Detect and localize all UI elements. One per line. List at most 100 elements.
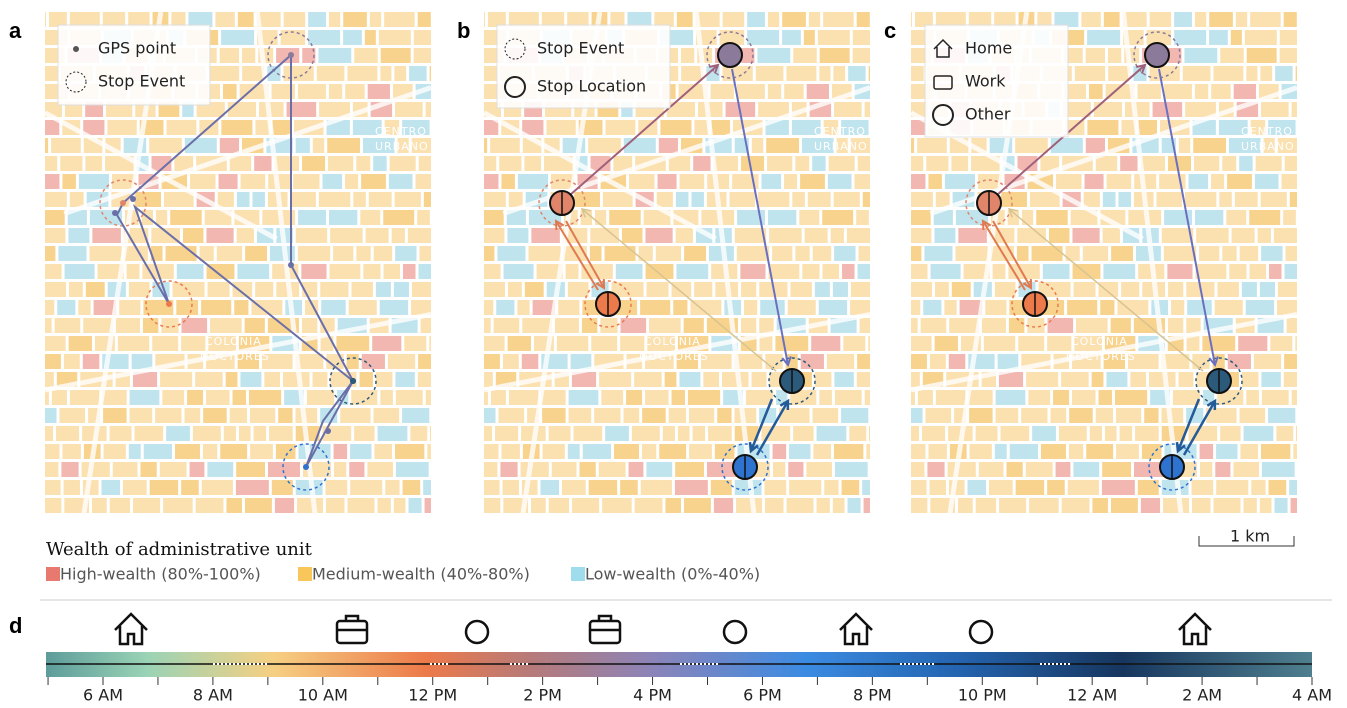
block xyxy=(1120,156,1138,171)
road xyxy=(1120,12,1184,516)
block xyxy=(271,480,293,495)
block xyxy=(524,156,542,171)
block xyxy=(659,444,687,459)
block xyxy=(484,192,506,207)
block xyxy=(1222,156,1237,171)
block xyxy=(1009,444,1038,459)
block xyxy=(766,138,799,153)
block xyxy=(923,300,942,315)
block xyxy=(1102,192,1116,207)
block xyxy=(605,120,636,135)
block xyxy=(1081,12,1101,27)
block xyxy=(609,210,641,225)
block xyxy=(150,246,163,261)
block xyxy=(599,372,632,387)
block xyxy=(1074,66,1106,81)
block xyxy=(1135,246,1161,261)
block xyxy=(958,228,987,243)
block xyxy=(782,30,801,45)
block xyxy=(1238,336,1268,351)
block xyxy=(800,354,824,369)
block xyxy=(911,426,920,441)
gps-point xyxy=(130,196,136,202)
block xyxy=(760,300,785,315)
block xyxy=(1089,84,1103,99)
block xyxy=(714,444,735,459)
block xyxy=(1161,228,1194,243)
block xyxy=(501,444,520,459)
block xyxy=(747,30,780,45)
block xyxy=(395,462,429,477)
block xyxy=(1037,12,1052,27)
block xyxy=(1103,12,1120,27)
block xyxy=(911,264,928,279)
panel-label: a xyxy=(9,18,22,43)
x-tick-label: 2 AM xyxy=(1182,686,1222,705)
block xyxy=(570,354,592,369)
block xyxy=(126,264,140,279)
gps-point xyxy=(120,200,126,206)
block xyxy=(713,498,734,513)
block xyxy=(761,426,791,441)
block xyxy=(1121,120,1136,135)
block xyxy=(1233,84,1256,99)
block xyxy=(934,336,958,351)
scale-bar xyxy=(1198,536,1295,547)
block xyxy=(188,12,213,27)
legend-text: Home xyxy=(965,39,1012,58)
block xyxy=(1061,372,1089,387)
home-icon xyxy=(839,612,873,646)
block xyxy=(1141,444,1162,459)
block xyxy=(272,120,292,135)
block xyxy=(1194,156,1220,171)
block xyxy=(206,264,235,279)
block xyxy=(811,336,841,351)
arrow-head xyxy=(580,207,591,218)
block xyxy=(1163,498,1190,513)
block xyxy=(295,354,324,369)
block xyxy=(318,48,352,63)
block xyxy=(779,408,810,423)
block xyxy=(363,264,381,279)
block xyxy=(333,462,347,477)
block xyxy=(1277,138,1297,153)
block xyxy=(202,444,218,459)
block xyxy=(1251,480,1266,495)
block xyxy=(377,426,408,441)
block xyxy=(1122,12,1147,27)
block xyxy=(1029,498,1059,513)
block xyxy=(951,282,971,297)
block xyxy=(1048,228,1070,243)
block xyxy=(269,426,293,441)
block xyxy=(934,228,956,243)
block xyxy=(680,48,695,63)
block xyxy=(418,354,431,369)
block xyxy=(241,48,256,63)
block xyxy=(151,228,180,243)
block xyxy=(985,300,1007,315)
x-tick-label: 8 AM xyxy=(193,686,233,705)
block xyxy=(573,192,600,207)
block xyxy=(850,282,870,297)
stop-event xyxy=(1148,443,1196,491)
block xyxy=(812,408,839,423)
block xyxy=(484,228,505,243)
block xyxy=(1135,426,1159,441)
block xyxy=(689,408,715,423)
block xyxy=(122,480,147,495)
block xyxy=(741,282,757,297)
block xyxy=(498,408,525,423)
block xyxy=(841,408,869,423)
block xyxy=(149,138,182,153)
block xyxy=(866,444,870,459)
block xyxy=(1268,480,1287,495)
block xyxy=(944,174,975,189)
block xyxy=(1067,480,1099,495)
block xyxy=(368,192,392,207)
block xyxy=(81,462,110,477)
block xyxy=(349,462,365,477)
block xyxy=(740,318,757,333)
block xyxy=(64,102,83,117)
legend-icon xyxy=(933,38,953,58)
block xyxy=(484,390,488,405)
